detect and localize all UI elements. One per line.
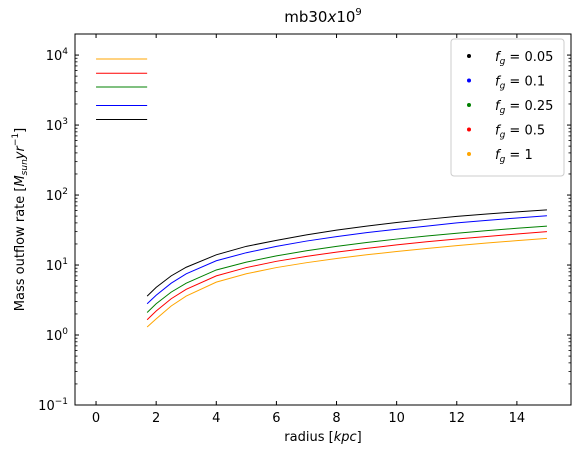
legend-label-0: fg = 0.05: [495, 50, 553, 67]
series-line-3: [146, 231, 547, 321]
legend-marker-0: [467, 54, 471, 58]
y-tick-label: 10−1: [38, 397, 68, 414]
series-line-4: [146, 237, 547, 328]
x-tick-label: 10: [388, 411, 405, 426]
legend-marker-4: [467, 152, 471, 156]
x-tick-label: 12: [448, 411, 465, 426]
y-tick-label: 104: [46, 47, 69, 64]
y-axis-ticks: 10−1 100 101 102 103 104: [38, 33, 571, 414]
y-axis-label: Mass outflow rate [Msunyr−1]: [11, 128, 30, 311]
x-tick-label: 2: [152, 411, 160, 426]
series-layer: [146, 209, 547, 328]
legend-marker-1: [467, 78, 471, 83]
x-tick-label: 6: [272, 411, 280, 426]
series-line-2: [146, 225, 547, 313]
chart-title: mb30x109: [284, 7, 362, 26]
y-tick-label: 102: [46, 187, 68, 204]
y-tick-label: 100: [46, 327, 69, 344]
x-tick-label: 14: [509, 411, 526, 426]
title-text: mb30x109: [284, 7, 362, 26]
series-line-0: [146, 209, 547, 297]
legend-label-3: fg = 0.5: [495, 124, 545, 141]
y-label-text: Mass outflow rate [Msunyr−1]: [11, 128, 30, 311]
x-tick-label: 4: [212, 411, 220, 426]
series-line-1: [146, 215, 547, 305]
legend: fg = 0.05 fg = 0.1 fg = 0.25 fg = 0.5 fg = 1: [450, 38, 565, 177]
axes-frame: [74, 33, 572, 406]
legend-marker-lines: [96, 58, 148, 121]
x-tick-label: 0: [92, 411, 100, 426]
plot-area: [96, 58, 547, 328]
legend-label-4: fg = 1: [495, 148, 533, 165]
legend-label-1: fg = 0.1: [495, 75, 545, 92]
y-tick-label: 101: [46, 257, 68, 274]
legend-marker-2: [467, 103, 471, 107]
x-tick-label: 8: [332, 411, 340, 426]
legend-marker-3: [467, 127, 471, 132]
y-tick-label: 103: [46, 117, 68, 134]
x-axis-label: radius [kpc]: [284, 430, 361, 445]
x-axis-ticks: 0 2 4 6 8 10 12 14: [92, 34, 525, 426]
legend-label-2: fg = 0.25: [495, 99, 553, 116]
x-label-text: radius [kpc]: [284, 430, 361, 445]
legend-box: [450, 38, 565, 177]
